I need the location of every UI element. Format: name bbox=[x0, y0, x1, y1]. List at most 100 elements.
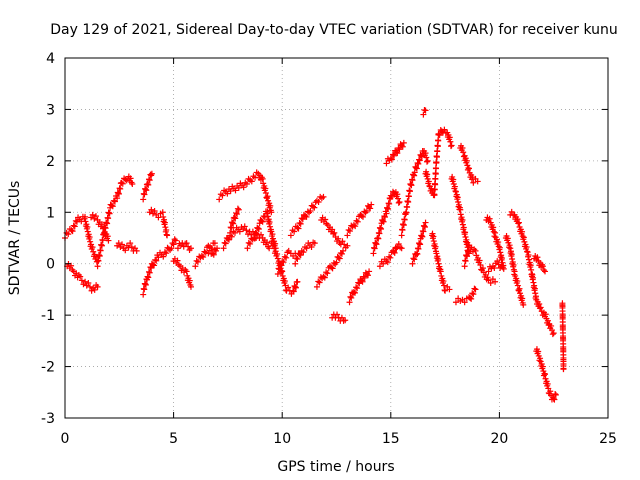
data-point bbox=[359, 278, 366, 285]
data-point bbox=[336, 255, 343, 262]
series-arc-ai bbox=[457, 142, 481, 186]
data-point bbox=[183, 268, 190, 275]
data-point bbox=[431, 186, 438, 193]
data-point bbox=[65, 231, 72, 238]
data-point bbox=[361, 274, 368, 281]
data-point bbox=[174, 257, 181, 264]
data-point bbox=[98, 221, 105, 228]
data-point bbox=[462, 258, 469, 264]
data-point bbox=[431, 192, 438, 199]
data-point bbox=[119, 180, 126, 187]
data-point bbox=[435, 130, 442, 137]
data-point bbox=[143, 187, 150, 194]
data-point bbox=[560, 366, 567, 373]
data-point bbox=[183, 240, 190, 247]
data-point bbox=[270, 241, 277, 247]
data-point bbox=[399, 227, 406, 234]
data-point bbox=[379, 217, 386, 224]
data-point bbox=[535, 348, 542, 355]
data-point bbox=[514, 216, 521, 223]
data-point bbox=[351, 289, 358, 296]
data-point bbox=[248, 178, 255, 185]
data-point bbox=[144, 273, 151, 280]
data-point bbox=[276, 266, 283, 273]
data-point bbox=[342, 317, 349, 324]
data-point bbox=[353, 284, 360, 291]
data-point bbox=[383, 210, 390, 217]
data-point bbox=[241, 223, 248, 230]
data-point bbox=[294, 224, 301, 231]
data-point bbox=[474, 178, 481, 185]
series-arc-l bbox=[220, 223, 273, 252]
data-point bbox=[422, 107, 429, 114]
data-point bbox=[125, 244, 132, 251]
data-point bbox=[187, 283, 194, 290]
series-arc-v bbox=[329, 311, 349, 324]
data-point bbox=[495, 239, 502, 246]
data-point bbox=[539, 263, 546, 270]
data-point bbox=[348, 294, 355, 301]
data-points bbox=[62, 106, 567, 403]
data-point bbox=[255, 225, 262, 232]
data-point bbox=[115, 190, 122, 197]
series-arc-ap bbox=[531, 253, 549, 275]
data-point bbox=[240, 184, 247, 191]
data-point bbox=[372, 240, 379, 247]
data-point bbox=[416, 156, 423, 163]
data-point bbox=[111, 198, 118, 205]
data-point bbox=[249, 228, 256, 235]
data-point bbox=[258, 231, 265, 238]
series-arc-al bbox=[485, 258, 505, 275]
data-point bbox=[293, 255, 300, 262]
data-point bbox=[127, 175, 134, 182]
y-tick-label: 3 bbox=[46, 102, 55, 118]
series-arc-m bbox=[216, 169, 275, 216]
series-arc-ae bbox=[422, 126, 455, 199]
data-point bbox=[148, 170, 155, 177]
data-point bbox=[292, 283, 299, 290]
data-point bbox=[160, 253, 167, 260]
data-point bbox=[411, 256, 418, 263]
data-point bbox=[287, 232, 294, 239]
data-point bbox=[537, 304, 544, 311]
data-point bbox=[316, 279, 323, 286]
data-point bbox=[329, 265, 336, 272]
data-point bbox=[315, 199, 322, 205]
data-point bbox=[89, 244, 96, 251]
data-point bbox=[86, 283, 93, 290]
data-point bbox=[345, 227, 352, 234]
data-point bbox=[232, 187, 239, 194]
data-point bbox=[461, 263, 468, 270]
data-point bbox=[433, 165, 440, 172]
series-arc-af bbox=[429, 230, 453, 294]
data-point bbox=[452, 299, 459, 306]
series-arc-ac bbox=[409, 219, 429, 267]
data-point bbox=[152, 256, 159, 263]
data-point bbox=[174, 245, 181, 252]
data-point bbox=[310, 203, 317, 210]
data-point bbox=[405, 193, 412, 200]
data-point bbox=[544, 317, 551, 324]
data-point bbox=[494, 258, 501, 265]
data-point bbox=[417, 241, 424, 248]
data-point bbox=[388, 156, 395, 163]
data-point bbox=[98, 242, 105, 249]
data-point bbox=[468, 295, 475, 302]
data-point bbox=[186, 277, 193, 284]
data-point bbox=[484, 274, 491, 281]
data-point bbox=[234, 205, 241, 212]
data-point bbox=[202, 249, 209, 256]
data-point bbox=[354, 218, 361, 225]
data-point bbox=[142, 281, 149, 288]
x-tick-label: 0 bbox=[61, 431, 70, 447]
data-point bbox=[206, 247, 213, 254]
data-point bbox=[89, 211, 96, 218]
data-point bbox=[477, 262, 484, 268]
series-arc-j bbox=[192, 240, 218, 270]
data-point bbox=[411, 169, 418, 176]
data-point bbox=[70, 222, 77, 229]
data-point bbox=[485, 268, 492, 275]
data-point bbox=[99, 237, 106, 244]
data-point bbox=[550, 330, 557, 337]
data-point bbox=[414, 251, 421, 258]
